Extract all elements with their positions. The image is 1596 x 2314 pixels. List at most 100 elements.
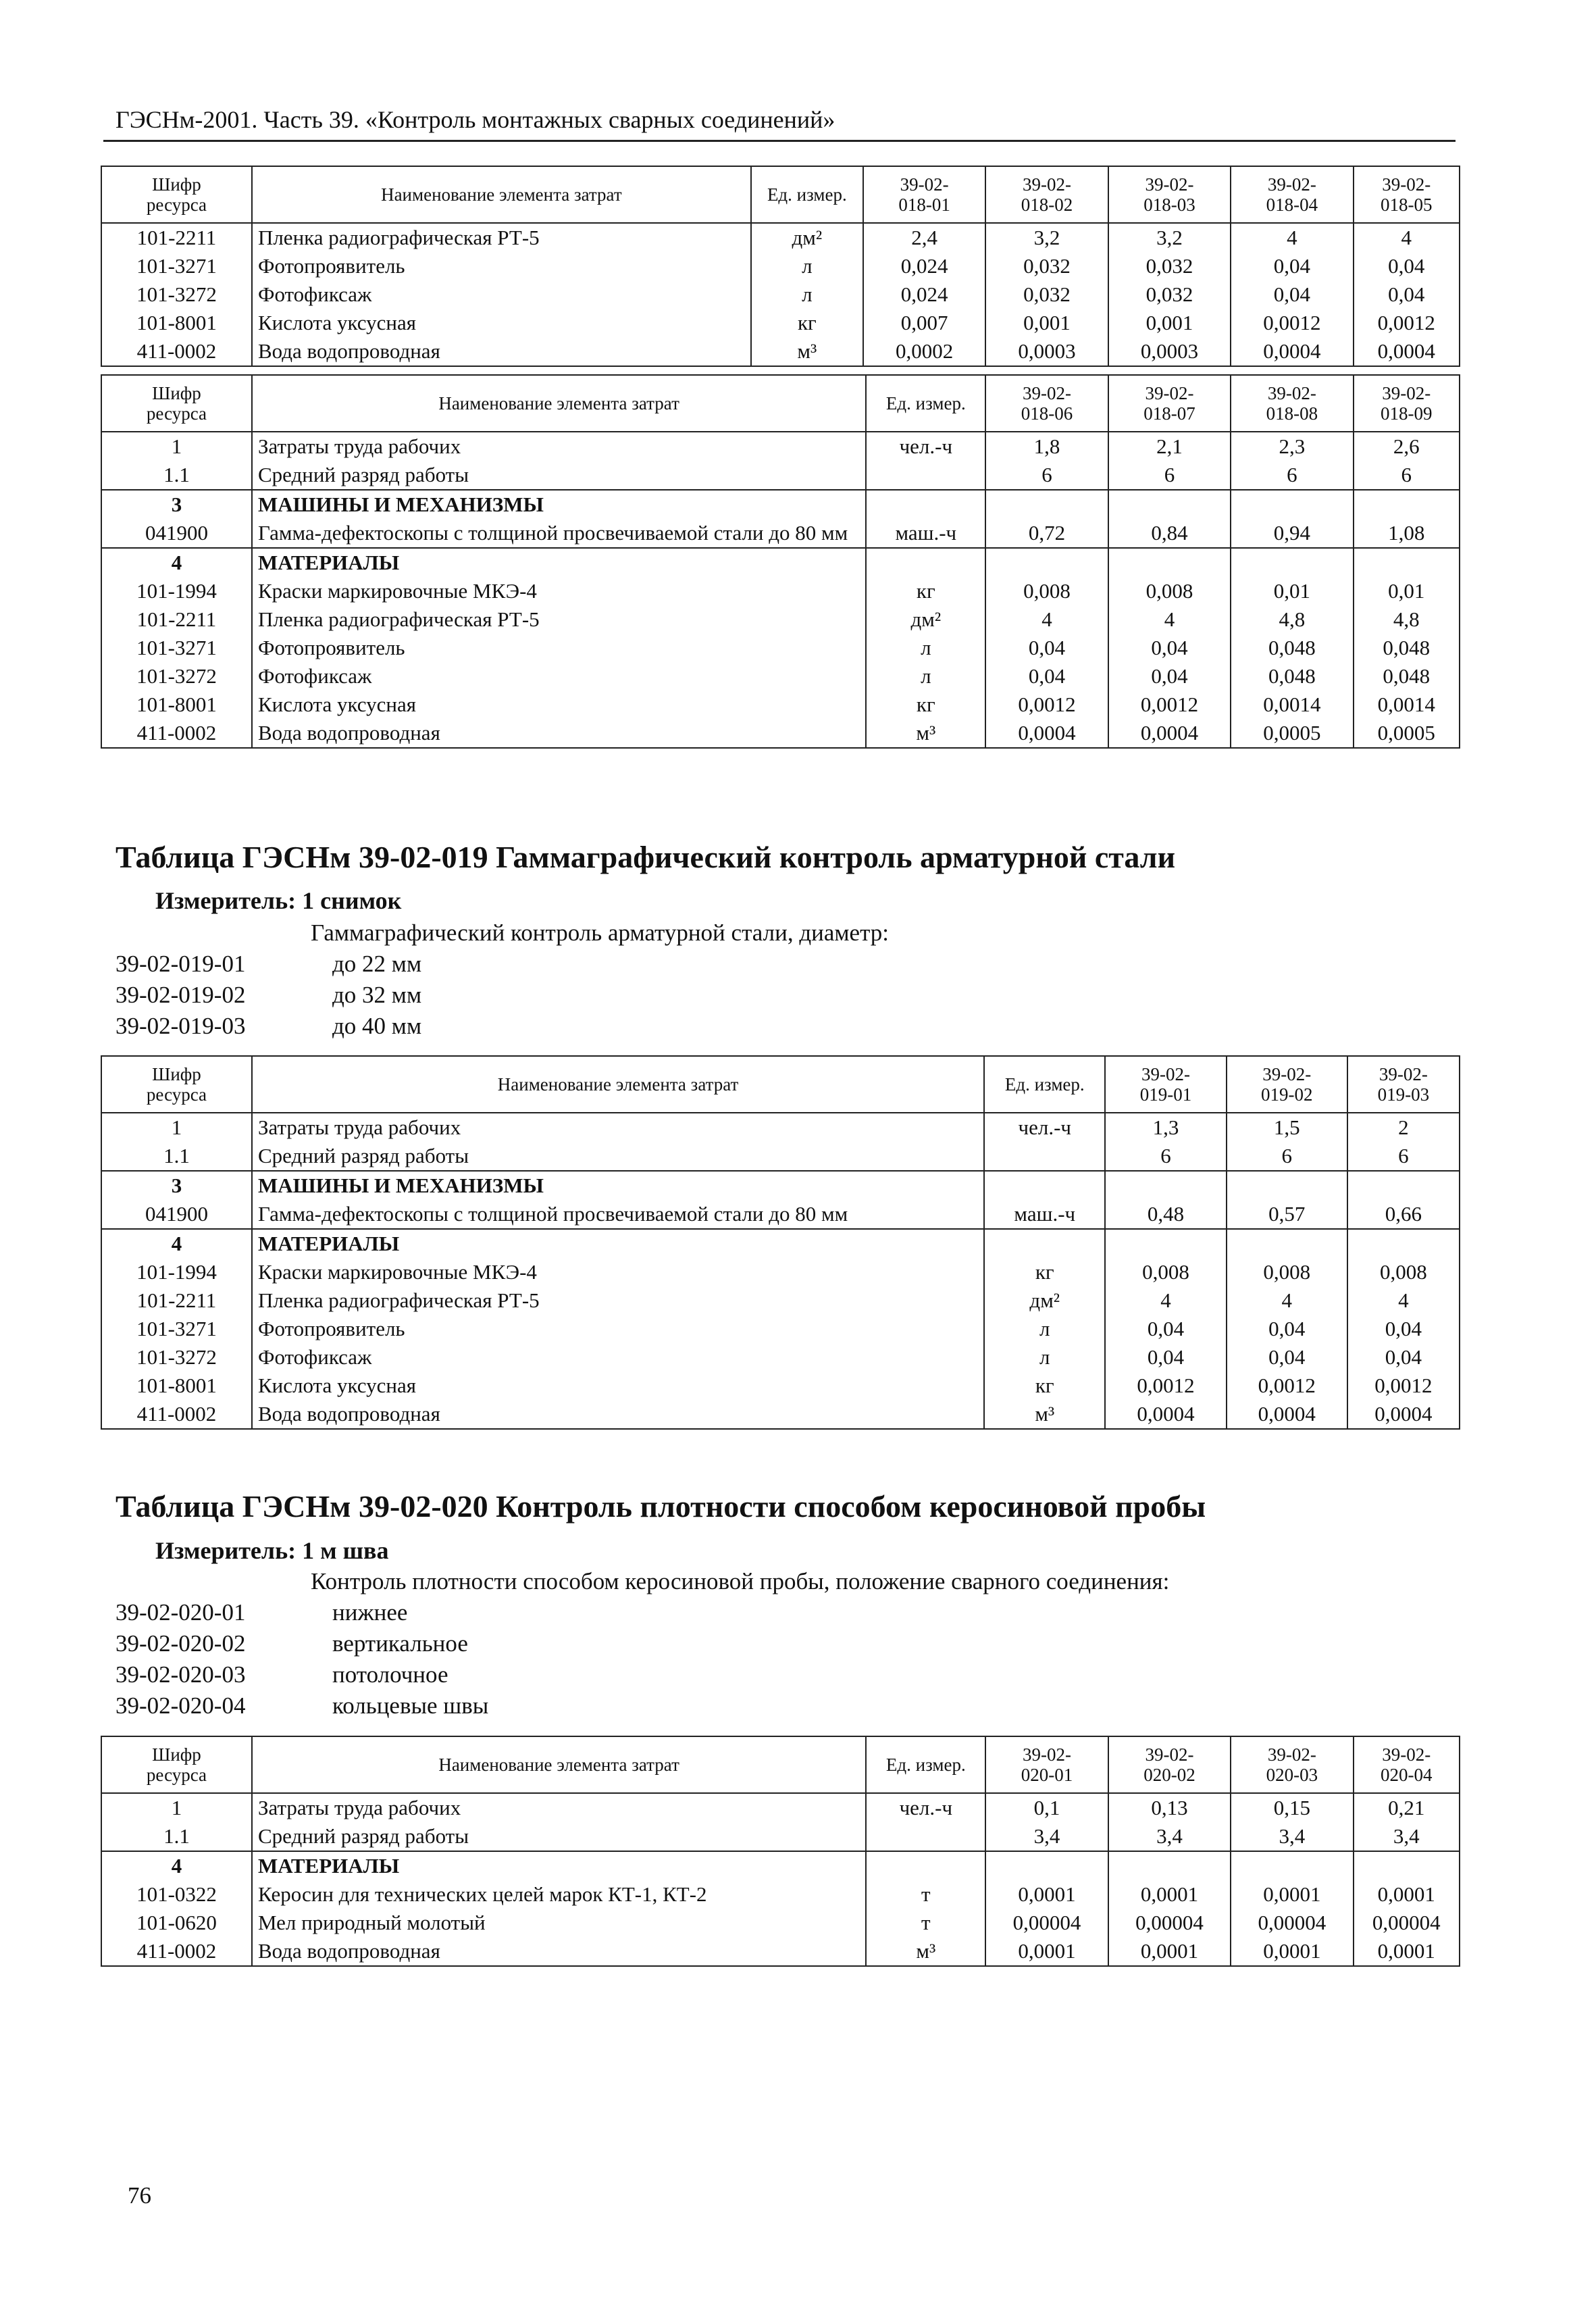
cell [985,490,1109,519]
column-header: Шифр ресурса [101,1055,253,1113]
column-header-text: Ед. измер. [885,393,966,413]
column-header-text: Ед. измер. [885,1755,966,1775]
cell: 101-1994 [101,1258,253,1286]
table-row: 101-2211 Пленка радиографическая РТ-5 дм² 2… [101,223,1461,252]
cell: 0,04 [1225,1315,1348,1343]
cell: 4 [1352,223,1461,252]
cell: 0,00004 [1230,1909,1354,1937]
cell: дм² [983,1286,1106,1315]
column-header-text: 39-02-019-01 [1139,1064,1192,1105]
column-header-text: 39-02-018-07 [1143,383,1195,424]
column-header: 39-02-020-01 [985,1736,1109,1794]
cell [865,1822,987,1851]
column-header: 39-02-018-02 [985,166,1109,224]
column-header: 39-02-018-09 [1352,374,1461,432]
cell: 3 [101,1171,253,1200]
cell: 0,04 [985,634,1109,662]
cell: 1,8 [985,432,1109,461]
row-group: 1 Затраты труда рабочих чел.-ч 0,1 0,13 0,15 0… [101,1793,1461,1851]
cell: 0,024 [862,252,987,280]
cell: 0,0004 [985,719,1109,748]
cell [1346,1171,1461,1200]
cell: 101-3272 [101,662,253,690]
column-header: Наименование элемента затрат [251,1736,867,1794]
table-head: Шифр ресурса Наименование элемента затрат… [101,166,1461,224]
table-row: 1 Затраты труда рабочих чел.-ч 0,1 0,13 0,15 0… [101,1793,1461,1822]
cell: 0,0001 [1352,1880,1461,1909]
cell: 041900 [101,519,253,548]
table-row: 1 Затраты труда рабочих чел.-ч 1,8 2,1 2,3 2,6 [101,432,1461,461]
table-row: 1.1 Средний разряд работы 3,4 3,4 3,4 3,4 [101,1822,1461,1851]
cell: 0,1 [985,1793,1109,1822]
cell: 0,008 [1104,1258,1227,1286]
cell: 0,0003 [1107,337,1232,366]
cell: 0,57 [1225,1200,1348,1229]
table-row: 4 МАТЕРИАЛЫ [101,1229,1461,1258]
cell: 6 [1107,461,1232,490]
cell: 0,04 [985,662,1109,690]
cell: 1 [101,1793,253,1822]
cell [1230,1851,1354,1880]
cell: 6 [1352,461,1461,490]
cell: 0,00004 [1352,1909,1461,1937]
cell: Затраты труда рабочих [251,1113,985,1142]
cell: 3,4 [1107,1822,1232,1851]
table-row: 101-8001 Кислота уксусная кг 0,0012 0,0012 0,… [101,1372,1461,1400]
header-row: Шифр ресурса Наименование элемента затрат… [101,1055,1461,1113]
cell: 2,1 [1107,432,1232,461]
cell [1352,548,1461,577]
cell: 0,0005 [1352,719,1461,748]
section-title: МАШИНЫ И МЕХАНИЗМЫ [251,1171,985,1200]
cell: Средний разряд работы [251,1822,867,1851]
column-header-text: 39-02-018-01 [898,174,950,215]
item-text: потолочное [332,1661,448,1688]
cell: Средний разряд работы [251,1142,985,1171]
cell: 101-3271 [101,252,253,280]
cell: 0,032 [985,252,1109,280]
cell: 0,04 [1346,1315,1461,1343]
cell: т [865,1880,987,1909]
cell: л [750,280,864,309]
cell: 0,0001 [1352,1937,1461,1966]
cell: м³ [865,1937,987,1966]
cell: Краски маркировочные МКЭ-4 [251,1258,985,1286]
table-row: 101-3272 Фотофиксаж л 0,04 0,04 0,048 0,048 [101,662,1461,690]
cell: 0,0001 [985,1880,1109,1909]
header-row: Шифр ресурса Наименование элемента затрат… [101,1736,1461,1794]
cell: маш.-ч [865,519,987,548]
cell: 0,008 [985,577,1109,605]
cell: 0,008 [1107,577,1232,605]
cell: 1 [101,432,253,461]
cell: 101-8001 [101,690,253,719]
cell: 101-2211 [101,223,253,252]
cell [1107,1851,1232,1880]
column-header-text: 39-02-018-04 [1266,174,1318,215]
cell: 411-0002 [101,337,253,366]
meter: Измеритель: 1 м шва [155,1537,389,1564]
column-header: 39-02-018-08 [1230,374,1354,432]
cell: 0,13 [1107,1793,1232,1822]
cell [983,1229,1106,1258]
cell: 411-0002 [101,1937,253,1966]
column-header: Ед. измер. [750,166,864,224]
cell: м³ [865,719,987,748]
item-code: 39-02-020-03 [115,1661,246,1688]
column-header-text: Наименование элемента затрат [381,184,622,205]
description: Контроль плотности способом керосиновой … [311,1568,1170,1594]
cell: 0,008 [1346,1258,1461,1286]
cell: чел.-ч [983,1113,1106,1142]
cell: 411-0002 [101,1400,253,1429]
cell [865,548,987,577]
cell: 3,4 [1230,1822,1354,1851]
cell: 0,008 [1225,1258,1348,1286]
cell: дм² [750,223,864,252]
cell: 4 [101,1851,253,1880]
row-group: 1 Затраты труда рабочих чел.-ч 1,8 2,1 2,3 2,6… [101,432,1461,490]
cell: кг [865,690,987,719]
meter: Измеритель: 1 снимок [155,887,402,914]
cell: 0,04 [1107,662,1232,690]
column-header: Наименование элемента затрат [251,1055,985,1113]
cell: кг [750,309,864,337]
cell: 4 [1346,1286,1461,1315]
cell: 3 [101,490,253,519]
